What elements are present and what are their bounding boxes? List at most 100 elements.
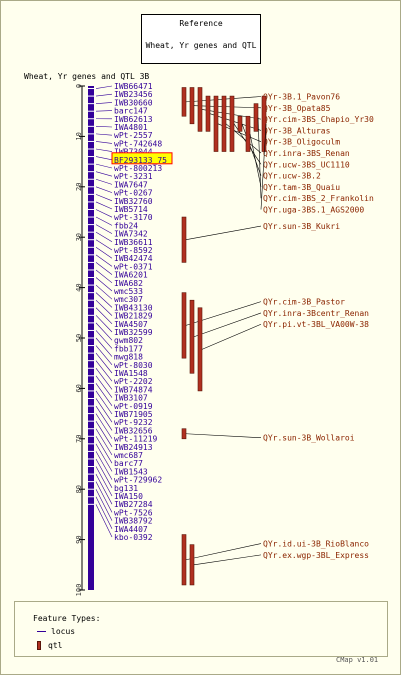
locus-label[interactable]: IWB38792: [114, 517, 153, 526]
qtl-label[interactable]: QYr-3B_Oligoculm: [263, 138, 340, 147]
qtl-label[interactable]: QYr.tam-3B_Quaiu: [263, 183, 340, 192]
locus-label[interactable]: wPt-729962: [114, 476, 162, 485]
qtl-label[interactable]: QYr.cim-3BS_2_Frankolin: [263, 194, 374, 203]
locus-label[interactable]: IWA4801: [114, 123, 148, 132]
locus-label[interactable]: wPt-11219: [114, 435, 158, 444]
locus-label[interactable]: IWB36611: [114, 238, 153, 247]
locus-label[interactable]: BF293133_75: [114, 156, 167, 165]
locus-label[interactable]: IWA1548: [114, 369, 148, 378]
locus-label[interactable]: IWB32760: [114, 197, 153, 206]
locus-label[interactable]: IWB23456: [114, 90, 153, 99]
locus-label[interactable]: IWB43130: [114, 303, 153, 312]
qtl-label[interactable]: QYr-3B.1_Pavon76: [263, 93, 340, 102]
qtl-label[interactable]: QYr.inra-3Bcentr_Renan: [263, 309, 369, 318]
qtl-label[interactable]: QYr.ucw-3B.2: [263, 172, 321, 181]
locus-label[interactable]: mwg818: [114, 353, 143, 362]
qtl-bar[interactable]: [189, 544, 195, 586]
locus-label[interactable]: wPt-2557: [114, 131, 153, 140]
locus-line-icon: [37, 631, 46, 632]
locus-label[interactable]: IWB42474: [114, 254, 153, 263]
qtl-bar[interactable]: [181, 292, 187, 359]
qtl-bar[interactable]: [197, 87, 203, 132]
qtl-bar[interactable]: [221, 95, 227, 152]
locus-label[interactable]: wPt-9232: [114, 418, 153, 427]
locus-label[interactable]: IWA7647: [114, 180, 148, 189]
locus-label[interactable]: wPt-0371: [114, 262, 153, 271]
locus-label[interactable]: IWB32656: [114, 426, 153, 435]
qtl-bar[interactable]: [181, 87, 187, 117]
locus-label[interactable]: wPt-800213: [114, 164, 162, 173]
locus-label[interactable]: IWB1543: [114, 467, 148, 476]
locus-label[interactable]: kbo-0392: [114, 533, 153, 542]
qtl-label[interactable]: QYr.cim-3B_Pastor: [263, 298, 345, 307]
locus-connector: [95, 93, 113, 97]
locus-label[interactable]: IWB24913: [114, 443, 153, 452]
locus-label[interactable]: wmc687: [114, 451, 143, 460]
locus-label[interactable]: wPt-3231: [114, 172, 153, 181]
locus-label[interactable]: wmc307: [114, 295, 143, 304]
locus-label[interactable]: wmc533: [114, 287, 143, 296]
locus-label[interactable]: IWB32599: [114, 328, 153, 337]
qtl-bar[interactable]: [261, 95, 267, 152]
qtl-label[interactable]: QYr.sun-3B_Kukri: [263, 222, 340, 231]
locus-label[interactable]: IWA6201: [114, 271, 148, 280]
locus-label[interactable]: wPt-0267: [114, 189, 153, 198]
ruler-tick-label: 0: [75, 84, 83, 88]
qtl-label[interactable]: QYr.ucw-3BS_UC1110: [263, 160, 350, 169]
qtl-label[interactable]: QYr.sun-3B_Wollaroi: [263, 434, 355, 443]
qtl-bar[interactable]: [245, 115, 251, 152]
locus-label[interactable]: fbb177: [114, 344, 143, 353]
qtl-bar[interactable]: [197, 307, 203, 392]
locus-label[interactable]: gwm802: [114, 336, 143, 345]
qtl-label[interactable]: QYr.inra-3BS_Renan: [263, 149, 350, 158]
locus-label[interactable]: IWB5714: [114, 205, 148, 214]
locus-connector: [95, 436, 113, 464]
locus-label[interactable]: barc147: [114, 107, 148, 116]
qtl-bar[interactable]: [205, 95, 211, 132]
qtl-bar[interactable]: [189, 299, 195, 374]
qtl-bar[interactable]: [237, 115, 243, 132]
locus-label[interactable]: IWB30660: [114, 98, 153, 107]
qtl-bar[interactable]: [181, 216, 187, 263]
qtl-label[interactable]: QYr.uga-3BS.1_AGS2000: [263, 206, 364, 215]
qtl-bar[interactable]: [181, 534, 187, 586]
qtl-label[interactable]: QYr-3B_Opata85: [263, 104, 331, 113]
qtl-bar[interactable]: [213, 95, 219, 152]
locus-label[interactable]: barc77: [114, 459, 143, 468]
locus-label[interactable]: IWA4407: [114, 525, 148, 534]
locus-label[interactable]: wPt-8030: [114, 361, 153, 370]
qtl-label[interactable]: QYr-3B_Alturas: [263, 126, 331, 135]
locus-label[interactable]: IWB21829: [114, 312, 153, 321]
locus-label[interactable]: wPt-3170: [114, 213, 153, 222]
qtl-bar[interactable]: [181, 428, 187, 440]
locus-label[interactable]: IWB73044: [114, 148, 153, 157]
locus-label[interactable]: wPt-7526: [114, 508, 153, 517]
qtl-bar[interactable]: [189, 87, 195, 125]
locus-label[interactable]: IWA682: [114, 279, 143, 288]
reference-box[interactable]: Reference Wheat, Yr genes and QTL: [141, 14, 261, 64]
qtl-label[interactable]: QYr.pi.vt-3BL_VA00W-38: [263, 320, 369, 329]
qtl-bar[interactable]: [253, 103, 259, 132]
locus-label[interactable]: bg131: [114, 484, 138, 493]
locus-label[interactable]: wPt-8592: [114, 246, 153, 255]
qtl-label[interactable]: QYr.id.ui-3B_RioBlanco: [263, 540, 369, 549]
locus-label[interactable]: IWA150: [114, 492, 143, 501]
locus-connector: [95, 458, 113, 488]
locus-label[interactable]: IWB62613: [114, 115, 153, 124]
locus-label[interactable]: fbb24: [114, 221, 138, 230]
locus-label[interactable]: wPt-2202: [114, 377, 153, 386]
locus-label[interactable]: IWB71905: [114, 410, 153, 419]
locus-label[interactable]: IWB3107: [114, 394, 148, 403]
locus-label[interactable]: IWB66471: [114, 82, 153, 91]
qtl-bar[interactable]: [229, 95, 235, 152]
qtl-label[interactable]: QYr.cim-3BS_Chapio_Yr30: [263, 115, 374, 124]
locus-label[interactable]: wPt-0919: [114, 402, 153, 411]
locus-label[interactable]: IWA7342: [114, 230, 148, 239]
locus-label[interactable]: wPt-742648: [114, 139, 162, 148]
locus-label[interactable]: IWB74874: [114, 385, 153, 394]
locus-connector: [95, 360, 113, 382]
map-title[interactable]: Wheat, Yr genes and QTL 3B: [24, 72, 150, 81]
locus-label[interactable]: IWB27284: [114, 500, 153, 509]
locus-label[interactable]: IWA4507: [114, 320, 148, 329]
qtl-label[interactable]: QYr.ex.wgp-3BL_Express: [263, 551, 369, 560]
